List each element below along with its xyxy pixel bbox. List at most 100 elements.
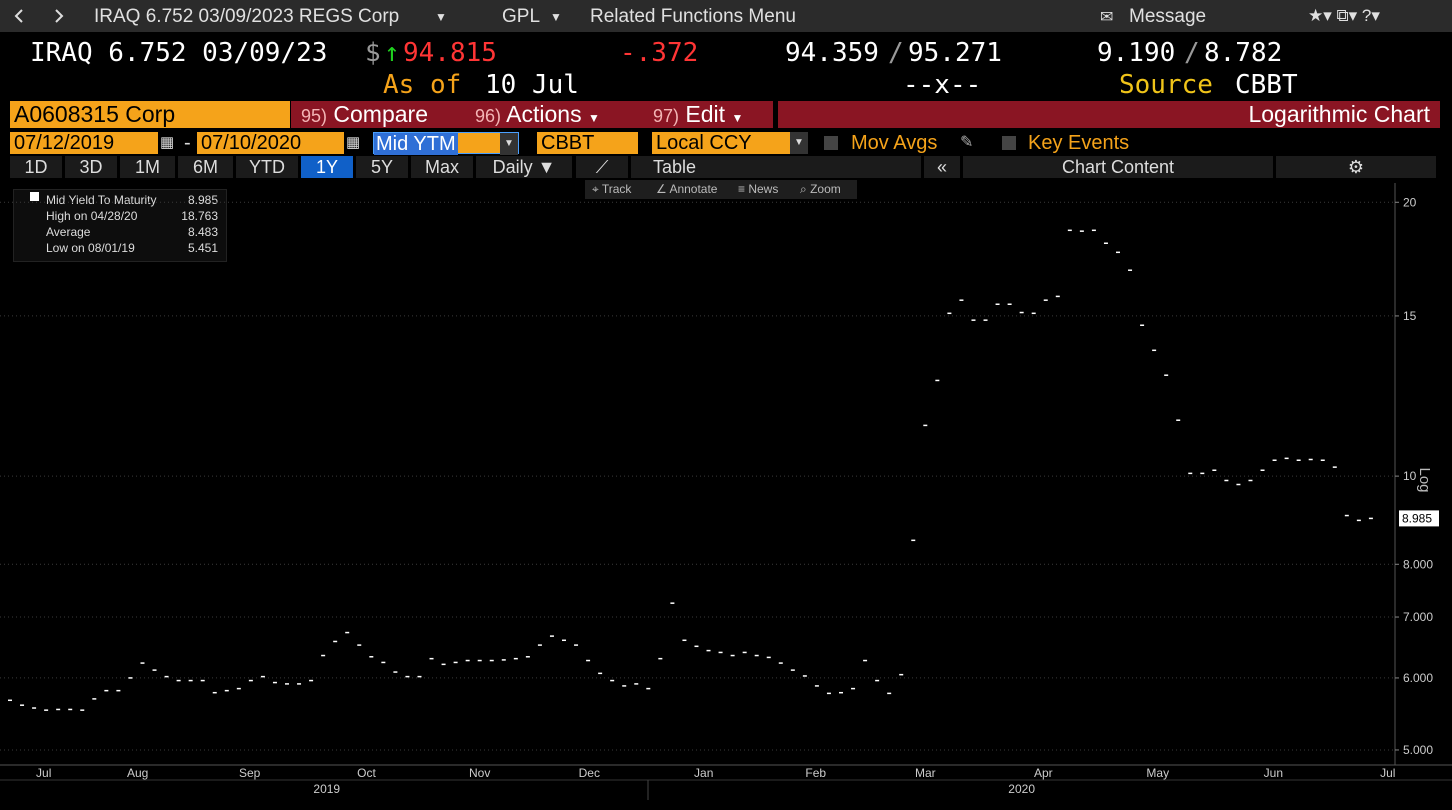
x-tick-label: Aug [127,766,148,780]
checkbox[interactable] [824,136,838,150]
period-button[interactable]: 6M [178,156,233,178]
table-button[interactable]: Table [631,156,921,178]
legend-value: 8.985 [187,193,218,207]
x-tick-label: Feb [805,766,826,780]
legend-label: High on 04/28/20 [46,209,138,223]
message-button[interactable]: Message [1129,6,1207,27]
period-button-active[interactable]: 1Y [301,156,353,178]
x-tick-label: Jun [1264,766,1283,780]
currency: $ [365,38,381,68]
source: CBBT [1235,70,1298,100]
tool-button[interactable]: ⌖ Track [592,182,632,196]
toolbar-icons[interactable]: ★▾ ⧉▾ ?▾ [1308,6,1380,25]
dropdown-icon: ▼ [731,111,744,125]
edit-button[interactable]: 97) Edit ▼ [643,101,773,128]
bond-name: IRAQ 6.752 03/09/23 [30,38,328,68]
bid-yield: 9.190 [1097,38,1176,68]
calendar-icon[interactable]: ▦ [160,134,175,151]
legend-label: Mid Yield To Maturity [46,193,157,207]
x-tick-label: Sep [239,766,261,780]
x-tick-label: Jan [694,766,713,780]
mov-avgs[interactable]: Mov Avgs [851,132,938,154]
function-name[interactable]: GPL [502,6,541,27]
collapse-button[interactable]: « [924,156,960,178]
dropdown-icon: ▼ [435,10,447,24]
calendar-icon[interactable]: ▦ [346,134,361,151]
change: -.372 [620,38,699,68]
related-menu[interactable]: Related Functions Menu [590,6,796,27]
period-button[interactable]: 1D [10,156,62,178]
as-of-date: 10 Jul [485,70,579,100]
chart-content-button[interactable]: Chart Content [963,156,1273,178]
chart-content-label: Chart Content [1061,157,1175,177]
tool-button[interactable]: ∠ Annotate [656,182,718,196]
key-events[interactable]: Key Events [1028,132,1130,154]
menu-label: Actions [506,101,582,127]
up-arrow: ↑ [384,38,400,68]
dropdown-icon: ▼ [550,10,562,24]
ask-yield: 8.782 [1204,38,1283,68]
period-button[interactable]: 1M [120,156,175,178]
tool-button[interactable]: ≡ News [738,182,779,196]
last-value-label: 8.985 [1402,511,1432,525]
pencil-icon[interactable]: ✎ [960,134,974,151]
dropdown-icon: ▼ [790,132,808,154]
separator: / [888,38,904,68]
y-tick-label: 10 [1403,469,1417,483]
toolbar [0,0,1452,32]
legend-value: 5.451 [187,241,218,255]
separator: / [1184,38,1200,68]
y-tick-label: 7.000 [1403,610,1433,624]
compare-button[interactable]: 95) Compare [291,101,469,128]
menu-label: Edit [685,101,726,127]
ticker[interactable]: A0608315 Corp [10,101,290,128]
price: 94.815 [403,38,497,68]
tool-button[interactable]: ⌕ Zoom [800,182,841,196]
chart: Log 5.000 6.000 7.000 8.000 10 15 20 Jul Aug Sep O… [0,183,1452,800]
checkbox[interactable] [1002,136,1016,150]
start-date[interactable]: 07/12/2019 [10,132,158,154]
dropdown-icon: ▼ [500,133,518,155]
nav-arrows[interactable] [8,6,68,26]
legend-box [13,189,227,262]
x-tick-label: Jul [36,766,51,780]
security-name[interactable]: IRAQ 6.752 03/09/2023 REGS Corp [94,6,400,27]
settings-button[interactable]: ⚙ [1276,156,1436,178]
period-button[interactable]: YTD [236,156,298,178]
field-select[interactable]: Mid YTM ▼ [373,132,519,155]
source-label: Source [1119,70,1213,100]
mail-icon: ✉ [1100,9,1114,26]
period-button[interactable]: 3D [65,156,117,178]
size: --x-- [903,70,982,100]
tool-label: News [748,182,779,196]
tool-label: Annotate [669,182,718,196]
period-button[interactable]: 5Y [356,156,408,178]
chart-toolbar [585,180,857,199]
y-tick-label: 6.000 [1403,671,1433,685]
chart-type-icon[interactable]: ⟋ [576,156,628,178]
legend-label: Average [46,225,91,239]
field-value: Mid YTM [374,133,458,155]
legend-label: Low on 08/01/19 [46,241,135,255]
currency-select[interactable]: Local CCY ▼ [652,132,808,154]
y-tick-label: 5.000 [1403,743,1433,757]
bid: 94.359 [785,38,879,68]
ask: 95.271 [908,38,1002,68]
actions-button[interactable]: 96) Actions ▼ [465,101,647,128]
last-value-box [1399,510,1439,527]
x-tick-label: Mar [915,766,936,780]
frequency-select[interactable]: Daily ▼ [476,156,572,178]
source-field[interactable]: CBBT [537,132,638,154]
end-date[interactable]: 07/10/2020 [197,132,344,154]
menu-number: 95) [301,106,328,126]
y-axis-label: Log [1416,467,1433,492]
tool-label: Track [601,182,632,196]
dropdown-icon: ▼ [587,111,600,125]
legend-value: 8.483 [187,225,218,239]
x-tick-label: Apr [1034,766,1053,780]
y-tick-label: 15 [1403,309,1417,323]
menu-number: 96) [475,106,502,126]
x-tick-label: Nov [469,766,490,780]
tool-label: Zoom [810,182,841,196]
period-button[interactable]: Max [411,156,473,178]
